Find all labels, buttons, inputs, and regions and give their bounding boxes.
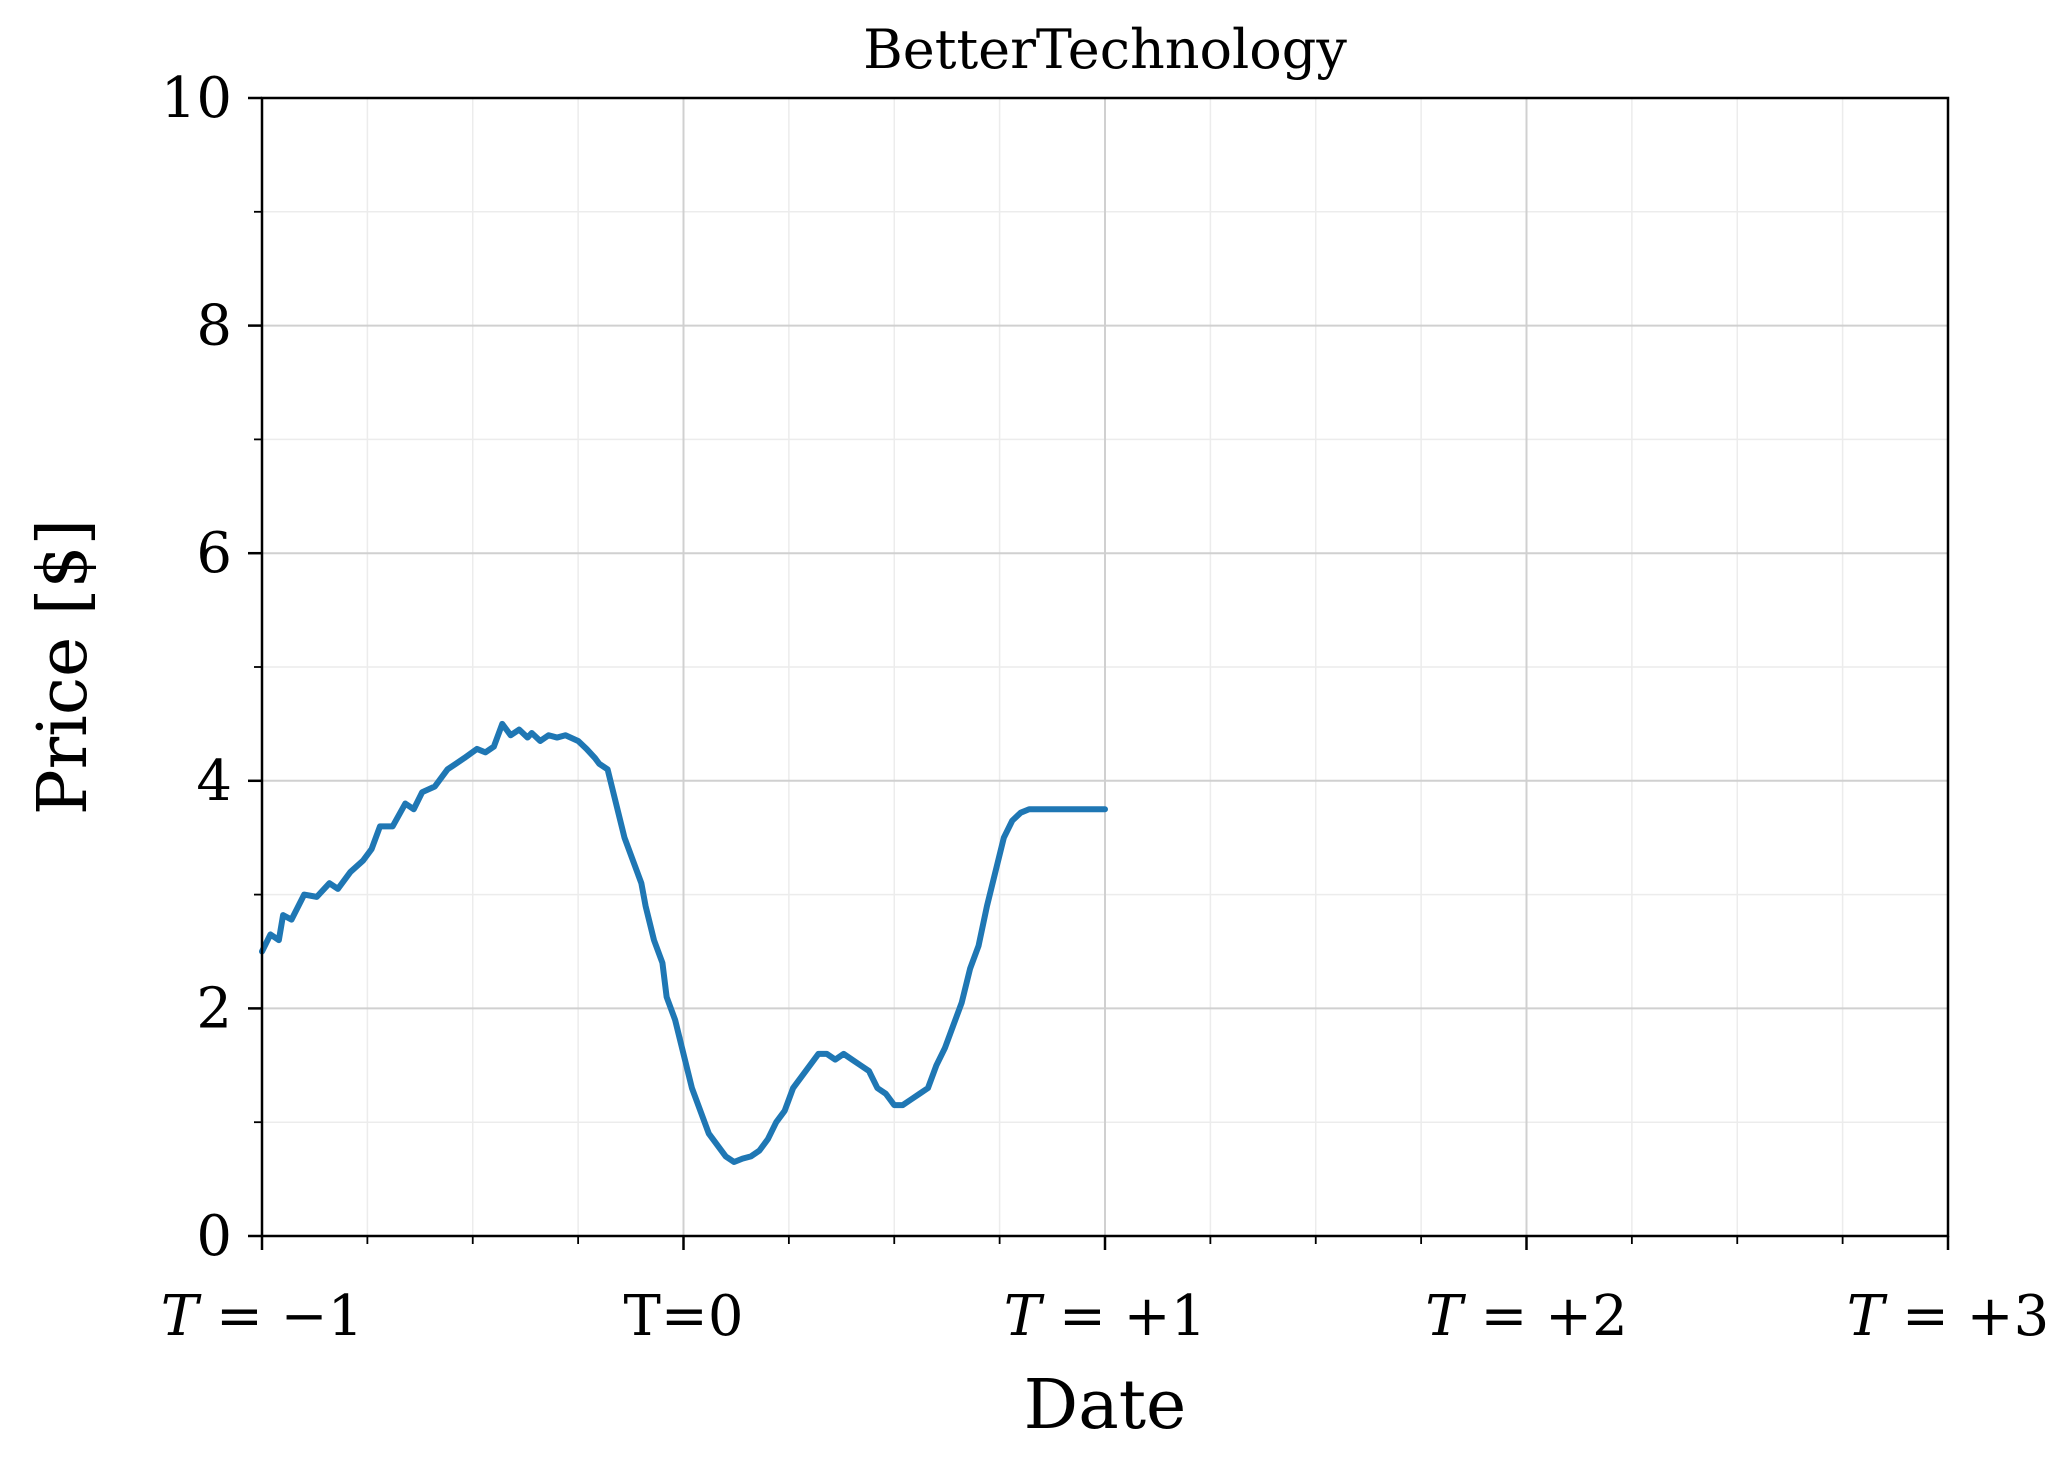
x-axis-title: Date: [1024, 1366, 1187, 1445]
y-tick-label: 4: [196, 749, 232, 814]
ticks: [248, 96, 1950, 1250]
x-tick-label: T = +2: [1425, 1284, 1627, 1349]
y-axis-title: Price [$]: [24, 519, 103, 815]
y-tick-label: 8: [196, 294, 232, 359]
series-layer: [259, 720, 1108, 1166]
y-tick-label: 10: [161, 66, 232, 131]
grid: [261, 97, 1949, 1237]
chart-title: BetterTechnology: [863, 18, 1347, 81]
x-tick-label: T = +3: [1847, 1284, 2049, 1349]
price-line: [259, 720, 1108, 1166]
x-tick-label: T=0: [624, 1284, 744, 1349]
y-tick-label: 2: [196, 976, 232, 1041]
x-tick-label: T = −1: [161, 1284, 363, 1349]
tick-labels: 0 2 4 6 8 10 T = −1 T=0 T = +1 T = +2 T = +3: [161, 66, 2049, 1349]
x-tick-label: T = +1: [1004, 1284, 1206, 1349]
y-tick-label: 6: [196, 521, 232, 586]
y-tick-label: 0: [196, 1204, 232, 1269]
